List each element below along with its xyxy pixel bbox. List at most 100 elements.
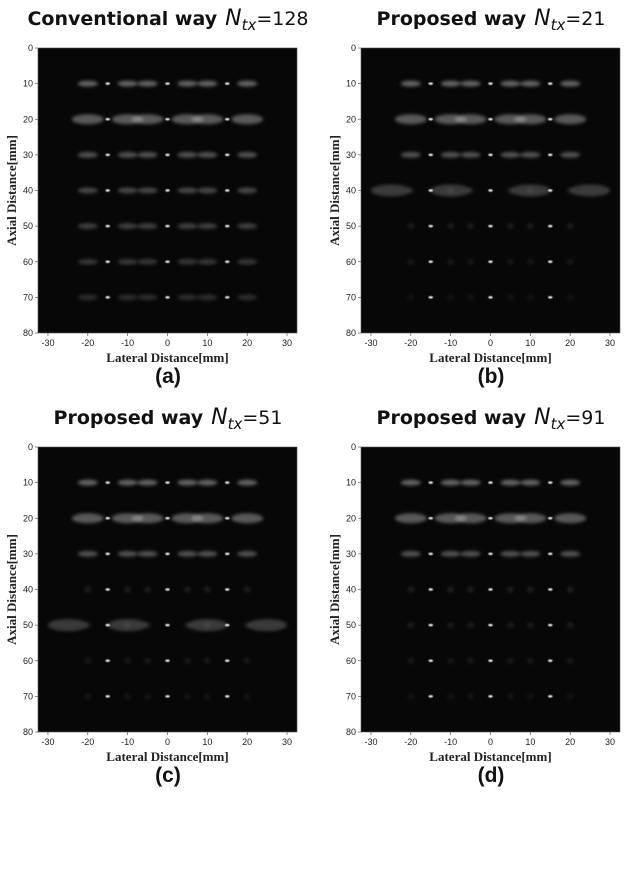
speckle [500, 550, 521, 557]
point-target [488, 517, 493, 520]
point-target [105, 153, 110, 157]
x-tick-label: -20 [81, 737, 94, 747]
speckle [137, 223, 158, 230]
point-target [548, 588, 553, 591]
speckle [447, 657, 454, 664]
point-target [165, 224, 170, 228]
speckle [247, 619, 288, 632]
speckle [124, 586, 131, 593]
y-tick-label: 50 [346, 620, 356, 630]
speckle [507, 622, 514, 629]
y-tick-label: 10 [23, 478, 33, 488]
y-axis-label: Axial Distance[mm] [327, 534, 342, 645]
y-tick-label: 30 [23, 150, 33, 160]
n-value: =128 [256, 8, 308, 30]
n-symbol: N [225, 6, 241, 31]
point-target [548, 82, 553, 85]
speckle [117, 223, 138, 230]
speckle [117, 151, 138, 158]
speckle [184, 693, 191, 700]
speckle [184, 586, 191, 593]
speckle [566, 657, 574, 664]
x-tick-label: -20 [81, 338, 94, 348]
speckle [237, 479, 258, 486]
y-axis-label: Axial Distance[mm] [327, 135, 342, 246]
speckle [400, 550, 421, 557]
speckle [440, 80, 461, 87]
x-tick-label: -30 [41, 737, 54, 747]
x-tick-label: 20 [242, 338, 252, 348]
speckle [237, 187, 258, 194]
speckle [77, 258, 98, 265]
speckle [144, 693, 151, 700]
y-axis-label: Axial Distance[mm] [4, 135, 19, 246]
point-target [428, 260, 433, 263]
y-tick-label: 80 [346, 727, 356, 737]
speckle [467, 657, 474, 664]
x-tick-label: 0 [488, 737, 493, 747]
speckle [177, 479, 198, 486]
y-tick-label: 0 [28, 43, 33, 53]
point-target [428, 224, 433, 228]
n-subscript: tx [551, 16, 566, 34]
speckle [440, 479, 461, 486]
y-tick-label: 20 [346, 114, 356, 124]
speckle [124, 657, 131, 664]
y-tick-label: 20 [346, 513, 356, 523]
panel-title: Proposed way Ntx=91 [377, 405, 606, 433]
x-tick-label: 30 [282, 338, 292, 348]
speckle [77, 151, 98, 158]
point-target [165, 695, 170, 698]
point-target [165, 189, 170, 192]
speckle [243, 693, 251, 700]
y-tick-label: 80 [346, 328, 356, 338]
point-target [105, 517, 110, 520]
point-target [165, 296, 170, 299]
speckle [137, 294, 158, 301]
point-target [428, 623, 433, 627]
speckle [231, 513, 264, 524]
point-target [428, 296, 433, 299]
speckle [566, 294, 574, 301]
y-tick-label: 10 [346, 478, 356, 488]
point-target [428, 659, 433, 662]
speckle [137, 479, 158, 486]
speckle [566, 693, 574, 700]
point-target [548, 296, 553, 299]
speckle [467, 693, 474, 700]
speckle [187, 619, 228, 632]
panel-caption: (a) [155, 365, 181, 388]
x-tick-label: -30 [364, 737, 377, 747]
point-target [428, 695, 433, 698]
y-tick-label: 20 [23, 513, 33, 523]
n-value: =91 [565, 407, 605, 429]
speckle [197, 550, 218, 557]
speckle [204, 657, 211, 664]
speckle [131, 114, 164, 125]
speckle [191, 513, 224, 524]
speckle [137, 550, 158, 557]
speckle [467, 223, 474, 230]
point-target [225, 82, 230, 85]
speckle [554, 114, 587, 125]
speckle [117, 187, 138, 194]
speckle [124, 693, 131, 700]
speckle [84, 657, 92, 664]
point-target [105, 695, 110, 698]
y-tick-label: 70 [23, 292, 33, 302]
x-tick-label: 20 [242, 737, 252, 747]
speckle [507, 294, 514, 301]
speckle [237, 151, 258, 158]
x-tick-label: 10 [525, 338, 535, 348]
n-symbol: N [534, 405, 550, 430]
point-target [225, 481, 230, 484]
point-target [165, 552, 170, 556]
point-target [225, 224, 230, 228]
y-tick-label: 60 [346, 656, 356, 666]
speckle [197, 151, 218, 158]
speckle [117, 479, 138, 486]
panel-title: Conventional way Ntx=128 [27, 6, 308, 34]
speckle [527, 223, 534, 230]
speckle [144, 586, 151, 593]
speckle [527, 258, 534, 265]
